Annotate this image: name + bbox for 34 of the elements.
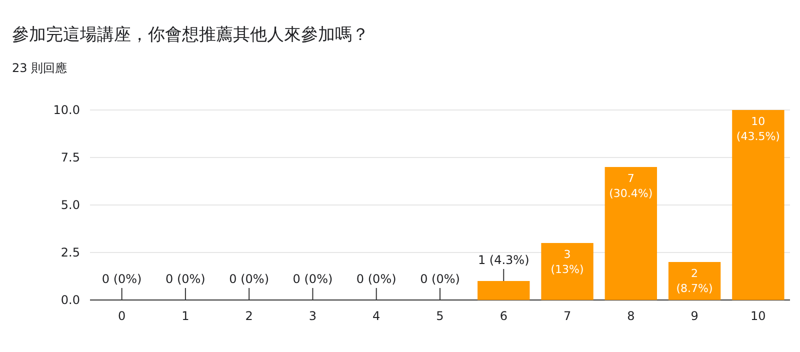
x-tick-label: 6 [500,309,508,323]
y-tick-label: 2.5 [60,246,80,260]
data-label: 0 (0%) [420,272,460,286]
bar [541,243,594,300]
y-tick-label: 10.0 [53,103,80,117]
x-tick-label: 9 [690,309,698,323]
chart-subtitle: 23 則回應 [12,61,68,75]
data-label: 3 (13%) [550,248,584,276]
chart-title: 參加完這場講座，你會想推薦其他人來參加嗎？ [12,25,369,45]
data-label: 10 (43.5%) [736,115,780,143]
data-label: 2 (8.7%) [676,267,713,295]
x-tick-label: 4 [372,309,380,323]
x-tick-label: 3 [308,309,317,323]
bar [732,110,784,300]
x-tick-label: 7 [563,309,572,323]
bar [478,281,530,300]
bar [604,167,657,300]
y-tick-label: 0.0 [60,293,80,307]
data-label: 0 (0%) [356,272,396,286]
x-tick-label: 0 [118,309,126,323]
x-tick-label: 2 [245,309,253,323]
bar [668,262,721,300]
y-tick-label: 7.5 [60,150,80,164]
y-tick-label: 5.0 [60,198,80,212]
data-label: 1 (4.3%) [478,253,530,267]
x-tick-label: 8 [627,309,635,323]
x-tick-label: 10 [750,309,766,323]
x-tick-label: 5 [436,309,444,323]
data-label: 0 (0%) [102,272,142,286]
data-label: 7 (30.4%) [609,172,653,200]
data-label: 0 (0%) [229,272,270,286]
x-tick-label: 1 [182,309,190,323]
data-label: 0 (0%) [166,272,206,286]
data-label: 0 (0%) [292,272,333,286]
